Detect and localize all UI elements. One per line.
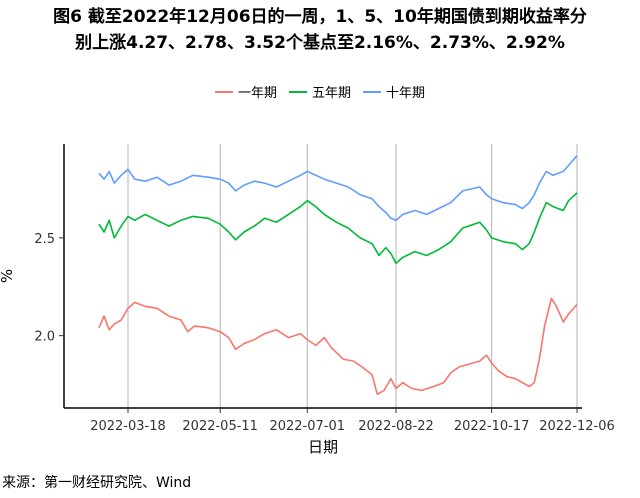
x-tick-label: 2022-10-17 — [454, 419, 530, 434]
ticks: 2022-03-18 2022-05-11 2022-07-01 2022-08-22… — [34, 232, 614, 434]
x-axis-title: 日期 — [308, 438, 338, 456]
x-tick-label: 2022-07-01 — [269, 419, 345, 434]
y-tick-label: 2.5 — [34, 232, 55, 247]
y-axis-title: % — [0, 269, 16, 283]
x-tick-label: 2022-03-18 — [90, 419, 166, 434]
legend-item-10y: 十年期 — [363, 82, 425, 101]
source-note: 来源：第一财经研究院、Wind — [2, 475, 192, 491]
x-tick-label: 2022-08-22 — [358, 419, 434, 434]
chart-title: 图6 截至2022年12月06日的一周，1、5、10年期国债到期收益率分 别上涨… — [0, 4, 640, 56]
grid — [127, 144, 578, 408]
chart-title-line-2: 别上涨4.27、2.78、3.52个基点至2.16%、2.73%、2.92% — [75, 33, 565, 53]
legend-label-5y: 五年期 — [311, 86, 351, 101]
chart-title-line-1: 图6 截至2022年12月06日的一周，1、5、10年期国债到期收益率分 — [53, 7, 587, 27]
x-tick-label: 2022-12-06 — [539, 419, 615, 434]
series-layer — [98, 155, 578, 396]
x-tick-label: 2022-05-11 — [182, 419, 258, 434]
y-tick-label: 2.0 — [34, 330, 55, 345]
legend-swatch-1y — [214, 90, 233, 93]
legend-label-1y: 一年期 — [237, 86, 277, 101]
legend-item-5y: 五年期 — [288, 82, 351, 101]
legend-item-1y: 一年期 — [214, 82, 277, 101]
series-line-1 — [98, 192, 578, 265]
legend-label-10y: 十年期 — [386, 86, 426, 101]
series-line-2 — [98, 155, 578, 222]
series-line-0 — [98, 297, 578, 396]
legend: 一年期 五年期 十年期 — [0, 82, 640, 101]
legend-swatch-5y — [288, 90, 307, 93]
legend-swatch-10y — [363, 90, 381, 93]
